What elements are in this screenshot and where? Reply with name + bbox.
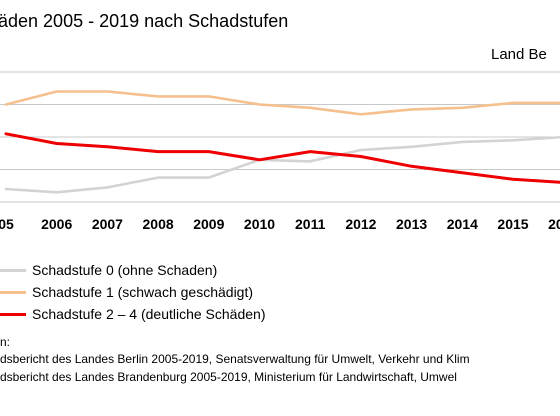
x-tick-label: 2006 <box>41 216 72 232</box>
x-tick-label: 2012 <box>345 216 376 232</box>
source-heading: n: <box>0 335 11 349</box>
x-tick-label: 2008 <box>143 216 174 232</box>
x-tick-label: 2016 <box>548 216 560 232</box>
series-line-1 <box>4 90 560 116</box>
gridlines <box>0 71 560 203</box>
legend-label: Schadstufe 0 (ohne Schaden) <box>32 262 218 278</box>
source-line-2: dsbericht des Landes Brandenburg 2005-20… <box>0 370 457 384</box>
series-lines <box>4 90 560 194</box>
x-tick-label: 2015 <box>497 216 528 232</box>
x-tick-label: 2013 <box>396 216 427 232</box>
source-line-1: dsbericht des Landes Berlin 2005-2019, S… <box>0 352 470 366</box>
series-line-0 <box>4 135 560 194</box>
legend-label: Schadstufe 1 (schwach geschädigt) <box>32 284 254 300</box>
legend-swatch <box>0 291 26 294</box>
x-axis-ticks: 05 2006 2007 2008 2009 2010 2011 2012 2013 2014 20… <box>0 216 560 232</box>
x-tick-label: 2009 <box>193 216 224 232</box>
region-label: Land Be <box>491 46 547 63</box>
x-tick-label: 2011 <box>295 216 326 232</box>
chart-title: äden 2005 - 2019 nach Schadstufen <box>0 11 288 31</box>
x-tick-label: 2007 <box>92 216 123 232</box>
series-line-2 <box>4 132 560 184</box>
legend-swatch <box>0 269 26 272</box>
x-tick-label: 05 <box>0 216 14 232</box>
x-tick-label: 2014 <box>447 216 478 232</box>
legend-label: Schadstufe 2 – 4 (deutliche Schäden) <box>32 306 266 322</box>
legend-swatch <box>0 313 26 316</box>
x-tick-label: 2010 <box>244 216 275 232</box>
